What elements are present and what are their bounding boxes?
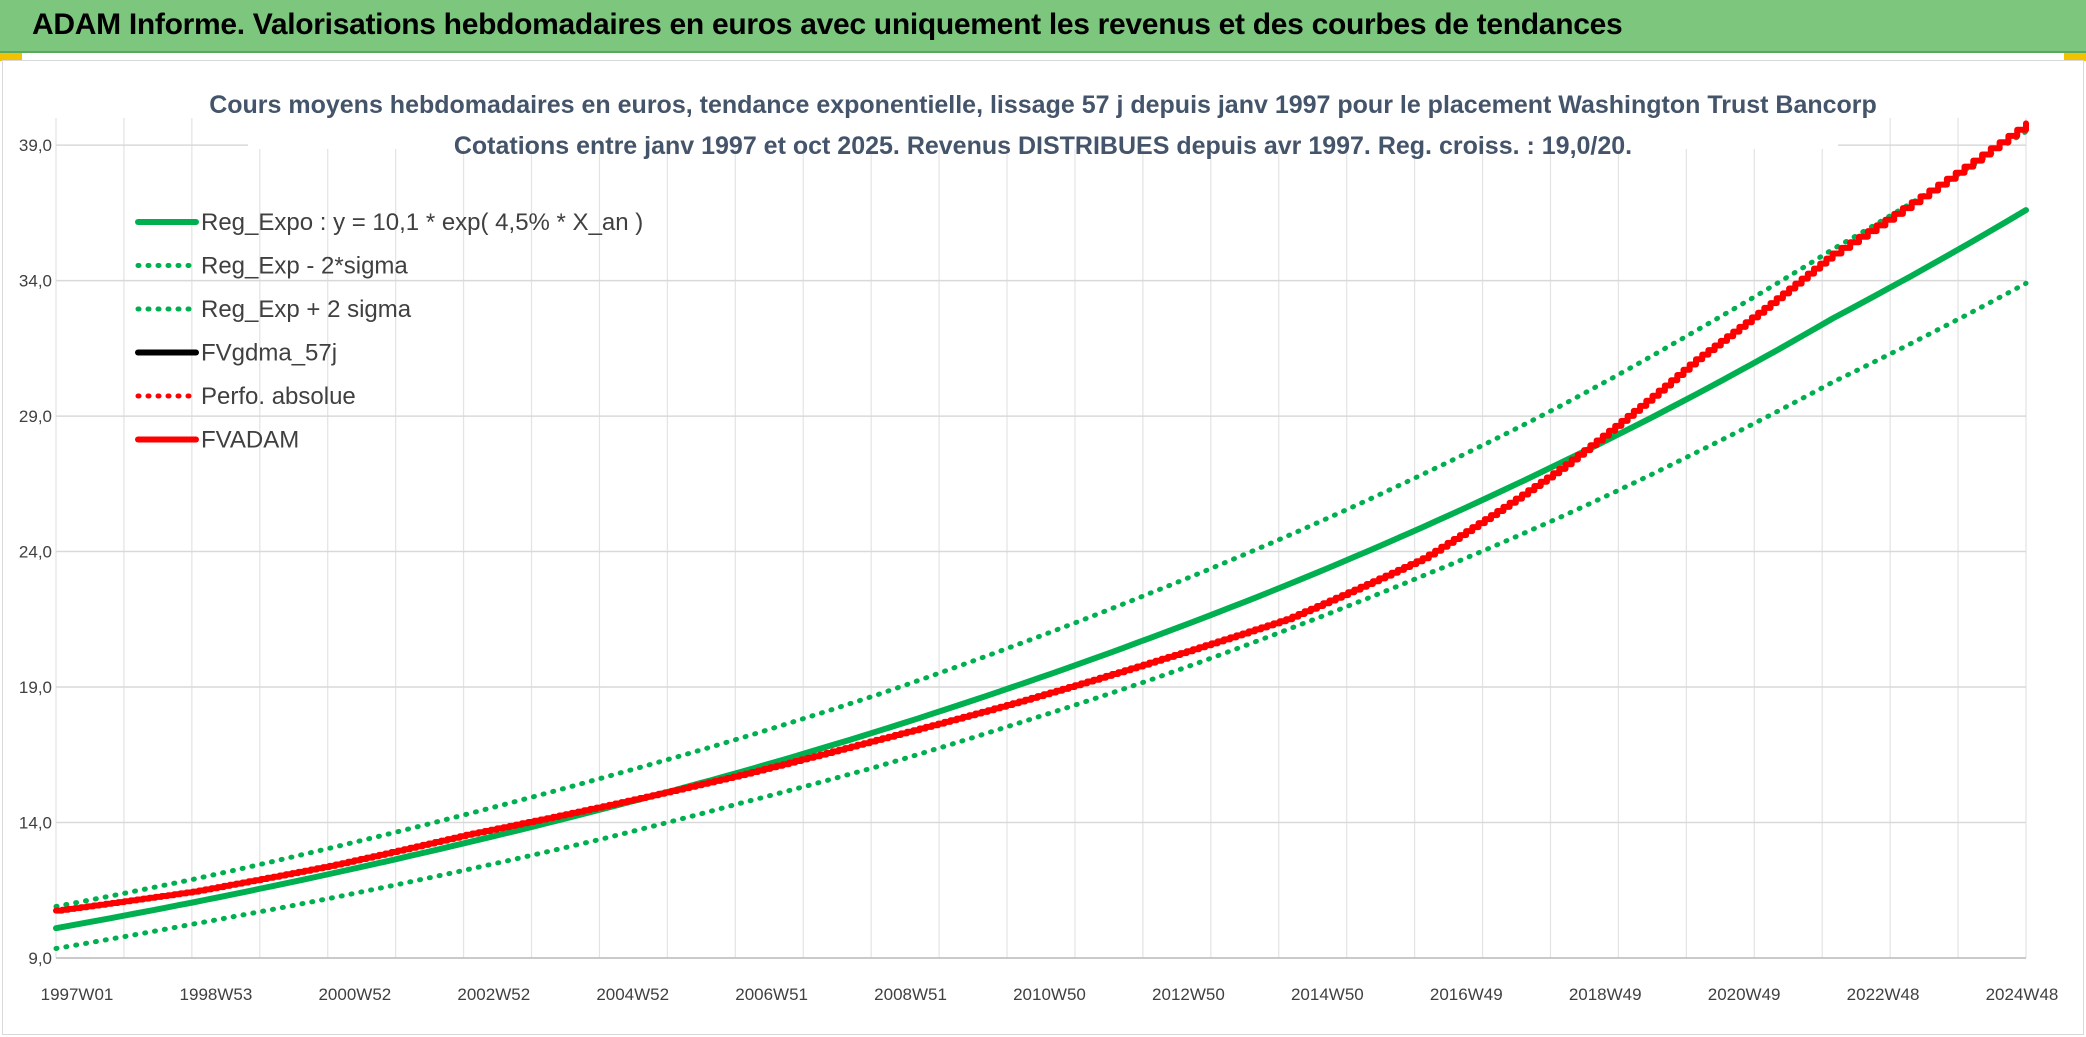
legend: Reg_Expo : y = 10,1 * exp( 4,5% * X_an )…	[135, 209, 643, 454]
title-background	[248, 84, 1838, 149]
series-line-0	[53, 207, 2029, 932]
x-tick-label: 2020W49	[1708, 985, 1781, 1004]
y-tick-label: 14,0	[19, 814, 52, 833]
x-tick-label: 2002W52	[457, 985, 530, 1004]
x-tick-label: 1997W01	[41, 985, 114, 1004]
report-title: ADAM Informe. Valorisations hebdomadaire…	[32, 8, 1623, 41]
y-tick-label: 19,0	[19, 678, 52, 697]
x-tick-label: 2000W52	[318, 985, 391, 1004]
report-banner: ADAM Informe. Valorisations hebdomadaire…	[0, 0, 2086, 53]
y-tick-label: 29,0	[19, 407, 52, 426]
legend-label-5: FVADAM	[201, 427, 299, 454]
y-tick-label: 39,0	[19, 136, 52, 155]
x-tick-label: 2016W49	[1430, 985, 1503, 1004]
series-line-5	[53, 120, 2029, 914]
legend-label-0: Reg_Expo : y = 10,1 * exp( 4,5% * X_an )	[201, 209, 643, 236]
x-tick-label: 2004W52	[596, 985, 669, 1004]
axes: 9,0 14,0 19,0 24,0 29,0 34,0 39,0 1997W01 1998W5…	[19, 136, 2058, 1004]
chart-subtitle: Cotations entre janv 1997 et oct 2025. R…	[454, 132, 1632, 160]
x-tick-label: 2022W48	[1847, 985, 1920, 1004]
series-line-2	[53, 129, 2029, 909]
grid-lines	[55, 118, 2027, 959]
legend-label-4: Perfo. absolue	[201, 383, 356, 410]
x-tick-label: 2024W48	[1986, 985, 2059, 1004]
series-line-1	[53, 280, 2029, 951]
legend-label-2: Reg_Exp + 2 sigma	[201, 296, 412, 323]
y-tick-label: 24,0	[19, 543, 52, 562]
x-tick-label: 2018W49	[1569, 985, 1642, 1004]
y-tick-label: 34,0	[19, 272, 52, 291]
x-tick-label: 2006W51	[735, 985, 808, 1004]
legend-label-1: Reg_Exp - 2*sigma	[201, 253, 408, 280]
x-tick-label: 2010W50	[1013, 985, 1086, 1004]
chart-frame	[2, 60, 2084, 1035]
banner-corner-right	[2064, 53, 2086, 61]
x-tick-label: 2012W50	[1152, 985, 1225, 1004]
chart-title: Cours moyens hebdomadaires en euros, ten…	[209, 91, 1877, 119]
y-tick-label: 9,0	[28, 949, 52, 968]
x-tick-label: 2008W51	[874, 985, 947, 1004]
legend-label-3: FVgdma_57j	[201, 340, 337, 367]
x-tick-label: 1998W53	[180, 985, 253, 1004]
x-tick-label: 2014W50	[1291, 985, 1364, 1004]
banner-corner-left	[0, 53, 22, 61]
plot-area	[53, 120, 2029, 951]
